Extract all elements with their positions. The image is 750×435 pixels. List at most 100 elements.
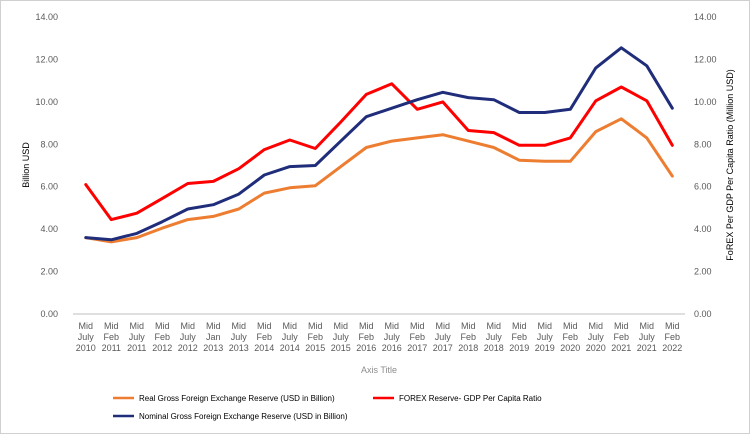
x-tick-label-line: Mid: [155, 321, 170, 331]
right-tick-label: 8.00: [694, 139, 712, 149]
x-tick-label-line: 2020: [586, 343, 606, 353]
x-tick-label-line: 2020: [560, 343, 580, 353]
left-tick-label: 12.00: [35, 54, 58, 64]
x-tick-label-line: Feb: [103, 332, 119, 342]
right-tick-label: 4.00: [694, 224, 712, 234]
x-tick-label-line: 2011: [127, 343, 146, 353]
x-tick-label-line: Mid: [639, 321, 654, 331]
legend-label-forex-ratio: FOREX Reserve- GDP Per Capita Ratio: [399, 394, 542, 403]
x-tick-label-line: Mid: [257, 321, 272, 331]
x-tick-label-line: 2016: [356, 343, 376, 353]
x-tick-label-line: July: [282, 332, 299, 342]
right-tick-label: 2.00: [694, 267, 712, 277]
legend-item-nominal-reserve: Nominal Gross Foreign Exchange Reserve (…: [113, 412, 348, 421]
x-tick-label-line: 2022: [662, 343, 682, 353]
x-tick-label-line: 2012: [178, 343, 198, 353]
left-tick-label: 10.00: [35, 97, 58, 107]
x-tick-label-line: 2016: [382, 343, 402, 353]
x-tick-label-line: Mid: [129, 321, 144, 331]
x-tick-label-line: July: [78, 332, 95, 342]
x-tick-label-line: Mid: [563, 321, 578, 331]
x-tick-label-line: Feb: [409, 332, 425, 342]
x-tick-label-line: July: [384, 332, 401, 342]
x-tick-label-line: July: [333, 332, 350, 342]
x-tick-label-line: 2017: [433, 343, 453, 353]
x-tick-label-line: 2015: [331, 343, 351, 353]
x-tick-label-line: 2013: [229, 343, 249, 353]
right-tick-label: 0.00: [694, 309, 712, 319]
left-tick-label: 6.00: [40, 182, 58, 192]
x-tick-label-line: Feb: [613, 332, 629, 342]
right-tick-label: 14.00: [694, 12, 717, 22]
x-tick-label-line: Mid: [461, 321, 476, 331]
x-tick-label-line: 2021: [611, 343, 631, 353]
x-tick-label-line: Mid: [282, 321, 297, 331]
legend-item-real-reserve: Real Gross Foreign Exchange Reserve (USD…: [113, 394, 335, 403]
x-tick-label-line: Mid: [435, 321, 450, 331]
right-tick-label: 6.00: [694, 182, 712, 192]
x-axis: MidJuly2010MidFeb2011MidJuly2011MidFeb20…: [76, 321, 683, 353]
left-y-axis: 0.00 2.00 4.00 6.00 8.00 10.00 12.00 14.00: [35, 12, 58, 319]
x-tick-label-line: 2014: [280, 343, 300, 353]
x-tick-label-line: 2015: [305, 343, 325, 353]
x-tick-label-line: Mid: [104, 321, 119, 331]
left-tick-label: 8.00: [40, 139, 58, 149]
real-reserve-line: [84, 117, 674, 244]
x-tick-label-line: Mid: [359, 321, 374, 331]
x-tick-label-line: Jan: [206, 332, 221, 342]
x-tick-label-line: 2018: [484, 343, 504, 353]
left-tick-label: 14.00: [35, 12, 58, 22]
x-tick-label-line: 2018: [458, 343, 478, 353]
left-y-axis-title: Billion USD: [21, 142, 31, 188]
left-tick-label: 2.00: [40, 267, 58, 277]
x-axis-title: Axis Title: [361, 365, 397, 375]
x-tick-label-line: Feb: [256, 332, 272, 342]
x-tick-label-line: Mid: [231, 321, 246, 331]
legend-label-nominal-reserve: Nominal Gross Foreign Exchange Reserve (…: [139, 412, 348, 421]
left-tick-label: 0.00: [40, 309, 58, 319]
x-tick-label-line: Feb: [358, 332, 374, 342]
x-tick-label-line: Mid: [384, 321, 399, 331]
x-tick-label-line: 2017: [407, 343, 427, 353]
x-tick-label-line: 2010: [76, 343, 96, 353]
x-tick-label-line: July: [180, 332, 197, 342]
right-tick-label: 10.00: [694, 97, 717, 107]
x-tick-label-line: Feb: [511, 332, 527, 342]
x-tick-label-line: Feb: [460, 332, 476, 342]
nominal-reserve-line: [84, 46, 674, 242]
x-tick-label-line: Mid: [588, 321, 603, 331]
x-tick-label-line: 2019: [535, 343, 555, 353]
x-tick-label-line: Mid: [537, 321, 552, 331]
x-tick-label-line: Mid: [665, 321, 680, 331]
x-tick-label-line: Mid: [180, 321, 195, 331]
x-tick-label-line: July: [486, 332, 503, 342]
x-tick-label-line: Feb: [562, 332, 578, 342]
x-tick-label-line: Mid: [486, 321, 501, 331]
x-tick-label-line: July: [537, 332, 554, 342]
series-lines: [84, 46, 674, 244]
x-tick-label-line: July: [588, 332, 605, 342]
x-tick-label-line: Feb: [307, 332, 323, 342]
forex-ratio-line: [84, 82, 674, 222]
x-tick-label-line: Mid: [206, 321, 221, 331]
x-tick-label-line: 2011: [102, 343, 121, 353]
